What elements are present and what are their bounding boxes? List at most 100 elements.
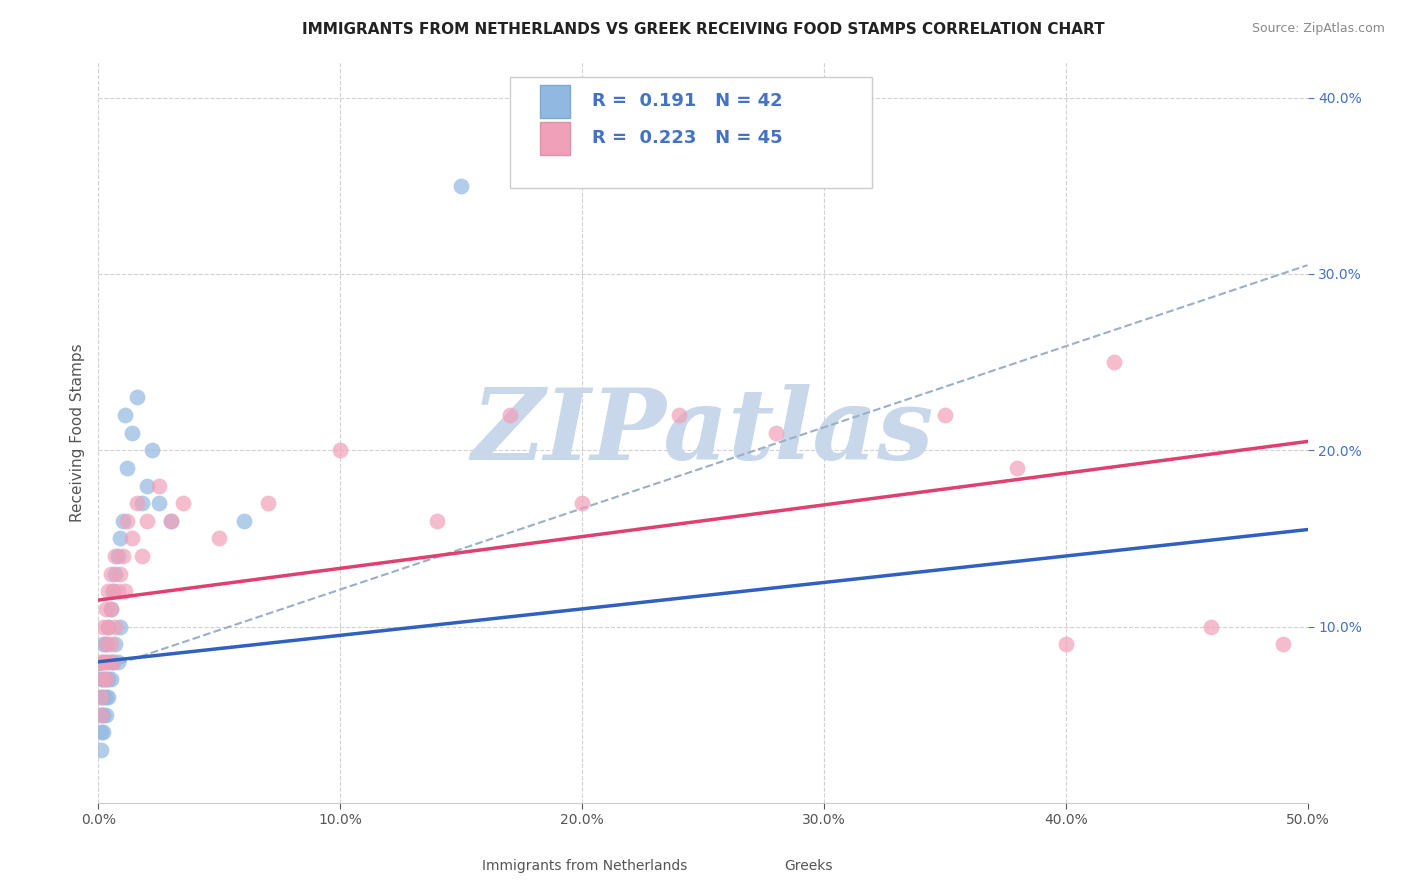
Point	[108, 619, 131, 633]
Point	[208, 532, 231, 546]
Y-axis label: Receiving Food Stamps: Receiving Food Stamps	[69, 343, 84, 522]
Point	[90, 690, 112, 704]
Point	[91, 637, 114, 651]
FancyBboxPatch shape	[509, 78, 872, 188]
Point	[90, 707, 112, 722]
Point	[97, 619, 120, 633]
Point	[91, 725, 114, 739]
Text: R =  0.223   N = 45: R = 0.223 N = 45	[592, 129, 782, 147]
Point	[90, 655, 112, 669]
Point	[765, 425, 787, 440]
Point	[104, 549, 127, 563]
FancyBboxPatch shape	[540, 85, 569, 118]
Point	[101, 655, 124, 669]
Point	[91, 690, 114, 704]
Point	[97, 690, 120, 704]
Point	[101, 584, 124, 599]
FancyBboxPatch shape	[461, 851, 479, 880]
Point	[100, 602, 122, 616]
Point	[94, 673, 117, 687]
Point	[117, 514, 139, 528]
Point	[94, 673, 117, 687]
Point	[934, 408, 956, 422]
Point	[100, 655, 122, 669]
Text: R =  0.191   N = 42: R = 0.191 N = 42	[592, 92, 782, 111]
Point	[94, 707, 117, 722]
Point	[571, 496, 593, 510]
Point	[121, 532, 143, 546]
Point	[91, 673, 114, 687]
Point	[91, 655, 114, 669]
Point	[135, 478, 157, 492]
Text: ZIPatlas: ZIPatlas	[472, 384, 934, 481]
Point	[94, 655, 117, 669]
Text: Immigrants from Netherlands: Immigrants from Netherlands	[482, 859, 688, 872]
Point	[97, 655, 120, 669]
Point	[121, 425, 143, 440]
Point	[97, 673, 120, 687]
Point	[100, 637, 122, 651]
Point	[91, 673, 114, 687]
Point	[101, 655, 124, 669]
Point	[91, 707, 114, 722]
Point	[90, 707, 112, 722]
Point	[90, 673, 112, 687]
Point	[108, 566, 131, 581]
Point	[94, 602, 117, 616]
Point	[90, 743, 112, 757]
Point	[148, 478, 170, 492]
Point	[135, 514, 157, 528]
Point	[111, 514, 134, 528]
Point	[97, 584, 120, 599]
Point	[107, 584, 129, 599]
Point	[104, 566, 127, 581]
Point	[141, 443, 163, 458]
Point	[100, 566, 122, 581]
Point	[100, 602, 122, 616]
Text: IMMIGRANTS FROM NETHERLANDS VS GREEK RECEIVING FOOD STAMPS CORRELATION CHART: IMMIGRANTS FROM NETHERLANDS VS GREEK REC…	[302, 22, 1104, 37]
Point	[668, 408, 690, 422]
Point	[1007, 461, 1029, 475]
Point	[90, 690, 112, 704]
Point	[114, 408, 136, 422]
Point	[172, 496, 194, 510]
Point	[94, 637, 117, 651]
Point	[329, 443, 352, 458]
Point	[498, 408, 520, 422]
Point	[1102, 355, 1125, 369]
FancyBboxPatch shape	[540, 121, 569, 155]
Point	[107, 549, 129, 563]
Point	[117, 461, 139, 475]
Text: Greeks: Greeks	[785, 859, 834, 872]
Point	[1054, 637, 1077, 651]
Point	[104, 637, 127, 651]
Point	[131, 549, 153, 563]
Point	[450, 178, 472, 193]
Point	[148, 496, 170, 510]
Point	[90, 725, 112, 739]
Point	[97, 619, 120, 633]
Point	[160, 514, 183, 528]
Point	[256, 496, 278, 510]
Point	[91, 619, 114, 633]
Point	[1199, 619, 1222, 633]
Point	[108, 532, 131, 546]
Point	[101, 584, 124, 599]
Point	[160, 514, 183, 528]
Point	[1272, 637, 1295, 651]
Point	[100, 673, 122, 687]
Point	[111, 549, 134, 563]
Point	[131, 496, 153, 510]
Point	[426, 514, 449, 528]
Point	[232, 514, 254, 528]
Point	[127, 496, 149, 510]
Point	[94, 637, 117, 651]
Point	[127, 390, 149, 404]
Point	[104, 619, 127, 633]
Point	[107, 655, 129, 669]
Point	[91, 655, 114, 669]
Text: Source: ZipAtlas.com: Source: ZipAtlas.com	[1251, 22, 1385, 36]
Point	[94, 690, 117, 704]
Point	[114, 584, 136, 599]
FancyBboxPatch shape	[763, 851, 782, 880]
